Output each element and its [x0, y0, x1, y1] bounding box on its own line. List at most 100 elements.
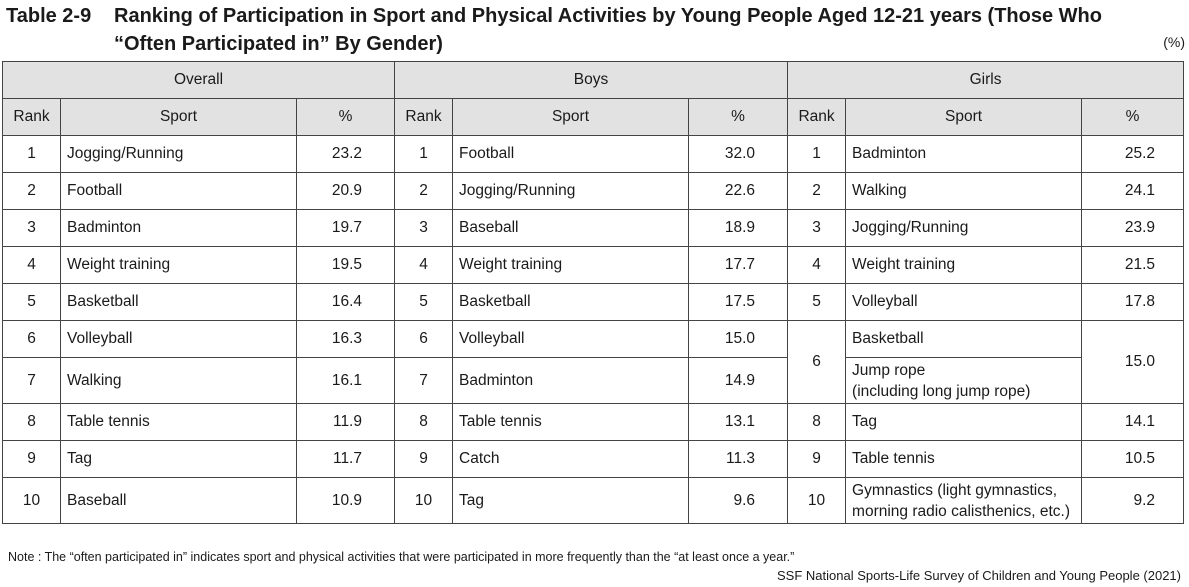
- rank-cell: 2: [394, 172, 453, 210]
- sport-cell: Football: [60, 172, 297, 210]
- group-header-boys: Boys: [393, 61, 789, 99]
- col-header-rank: Rank: [2, 98, 61, 136]
- rank-cell: 6: [394, 320, 453, 358]
- table-row: 1 Jogging/Running 23.2 1 Football 32.0 1…: [2, 135, 1185, 173]
- rank-cell: 9: [787, 440, 847, 478]
- pct-cell: 11.9: [296, 403, 395, 441]
- rank-cell: 1: [2, 135, 61, 173]
- pct-cell: 11.7: [296, 440, 395, 478]
- sport-cell: Tag: [845, 403, 1083, 441]
- sport-cell: Table tennis: [60, 403, 297, 441]
- rank-cell: 1: [394, 135, 453, 173]
- table-row: 5 Basketball 16.4 5 Basketball 17.5 5 Vo…: [2, 283, 1185, 321]
- table-row: 8 Table tennis 11.9 8 Table tennis 13.1 …: [2, 403, 1185, 441]
- rank-cell: 4: [787, 246, 847, 284]
- rank-cell: 5: [787, 283, 847, 321]
- pct-cell-merged: 15.0: [1081, 320, 1185, 404]
- table-row: 6 Volleyball 16.3 6 Volleyball 15.0 6 Ba…: [2, 320, 1185, 404]
- sport-cell: Volleyball: [60, 320, 297, 358]
- pct-cell: 10.9: [296, 477, 395, 524]
- sport-cell-multiline: Gymnastics (light gymnastics, morning rad…: [845, 477, 1083, 524]
- rank-cell: 3: [394, 209, 453, 247]
- sport-cell: Jogging/Running: [845, 209, 1083, 247]
- pct-cell: 13.1: [687, 403, 789, 441]
- col-header-sport: Sport: [845, 98, 1083, 136]
- pct-cell: 17.7: [687, 246, 789, 284]
- rank-cell: 10: [787, 477, 847, 524]
- rank-cell: 9: [394, 440, 453, 478]
- rank-cell-merged: 6: [787, 320, 847, 404]
- sport-cell: Walking: [60, 357, 297, 404]
- pct-cell: 23.2: [296, 135, 395, 173]
- sport-cell: Football: [452, 135, 689, 173]
- rank-cell: 2: [2, 172, 61, 210]
- sport-cell: Jogging/Running: [60, 135, 297, 173]
- ranking-table: Overall Boys Girls Rank Sport % Rank Spo…: [2, 61, 1185, 524]
- rank-cell: 4: [2, 246, 61, 284]
- rank-cell: 6: [2, 320, 61, 358]
- pct-cell: 10.5: [1081, 440, 1185, 478]
- sport-cell: Badminton: [452, 357, 689, 404]
- pct-cell: 32.0: [687, 135, 789, 173]
- pct-cell: 22.6: [687, 172, 789, 210]
- pct-cell: 16.3: [296, 320, 395, 358]
- sport-cell: Table tennis: [845, 440, 1083, 478]
- title-line-1: Ranking of Participation in Sport and Ph…: [114, 5, 1102, 27]
- sport-cell: Volleyball: [452, 320, 689, 358]
- sport-cell: Tag: [452, 477, 689, 524]
- sport-cell: Tag: [60, 440, 297, 478]
- rank-cell: 7: [394, 357, 453, 404]
- sport-line: (including long jump rope): [852, 382, 1031, 400]
- column-header-row: Rank Sport % Rank Sport % Rank Sport %: [2, 98, 1185, 136]
- table-row: 2 Football 20.9 2 Jogging/Running 22.6 2…: [2, 172, 1185, 210]
- pct-cell: 25.2: [1081, 135, 1185, 173]
- sport-cell: Basketball: [452, 283, 689, 321]
- table-row: 7 Walking 16.1 7 Badminton 14.9 Jump rop…: [2, 357, 1184, 404]
- rank-cell: 7: [2, 357, 61, 404]
- sport-cell: Table tennis: [452, 403, 689, 441]
- sport-cell: Basketball: [845, 320, 1083, 358]
- pct-cell: 9.6: [687, 477, 789, 524]
- sport-cell: Badminton: [60, 209, 297, 247]
- sport-cell: Badminton: [845, 135, 1083, 173]
- rank-cell: 3: [2, 209, 61, 247]
- col-header-sport: Sport: [60, 98, 297, 136]
- table-note: Note : The “often participated in” indic…: [8, 550, 795, 564]
- col-header-pct: %: [1081, 98, 1185, 136]
- col-header-rank: Rank: [394, 98, 453, 136]
- pct-cell: 18.9: [687, 209, 789, 247]
- sport-cell: Jogging/Running: [452, 172, 689, 210]
- rank-cell: 3: [787, 209, 847, 247]
- table-row: 3 Badminton 19.7 3 Baseball 18.9 3 Joggi…: [2, 209, 1185, 247]
- sport-line: Gymnastics (light gymnastics,: [852, 481, 1058, 499]
- pct-cell: 21.5: [1081, 246, 1185, 284]
- pct-cell: 14.9: [687, 357, 789, 404]
- pct-cell: 14.1: [1081, 403, 1185, 441]
- pct-cell: 17.5: [687, 283, 789, 321]
- col-header-pct: %: [687, 98, 789, 136]
- pct-cell: 11.3: [687, 440, 789, 478]
- table-row: 9 Tag 11.7 9 Catch 11.3 9 Table tennis 1…: [2, 440, 1185, 478]
- rank-cell: 1: [787, 135, 847, 173]
- group-header-overall: Overall: [2, 61, 395, 99]
- sport-line: Jump rope: [852, 361, 926, 379]
- pct-cell: 9.2: [1081, 477, 1185, 524]
- rank-cell: 4: [394, 246, 453, 284]
- rank-cell: 2: [787, 172, 847, 210]
- rank-cell: 5: [2, 283, 61, 321]
- rank-cell: 10: [394, 477, 453, 524]
- sport-cell: Baseball: [452, 209, 689, 247]
- table-row: 4 Weight training 19.5 4 Weight training…: [2, 246, 1185, 284]
- group-header-girls: Girls: [787, 61, 1185, 99]
- source-credit: SSF National Sports-Life Survey of Child…: [777, 568, 1181, 583]
- col-header-rank: Rank: [787, 98, 847, 136]
- sport-cell: Weight training: [60, 246, 297, 284]
- sport-cell: Volleyball: [845, 283, 1083, 321]
- pct-cell: 15.0: [687, 320, 789, 358]
- pct-cell: 16.4: [296, 283, 395, 321]
- rank-cell: 10: [2, 477, 61, 524]
- sport-cell: Walking: [845, 172, 1083, 210]
- rank-cell: 8: [2, 403, 61, 441]
- col-header-sport: Sport: [452, 98, 689, 136]
- pct-cell: 24.1: [1081, 172, 1185, 210]
